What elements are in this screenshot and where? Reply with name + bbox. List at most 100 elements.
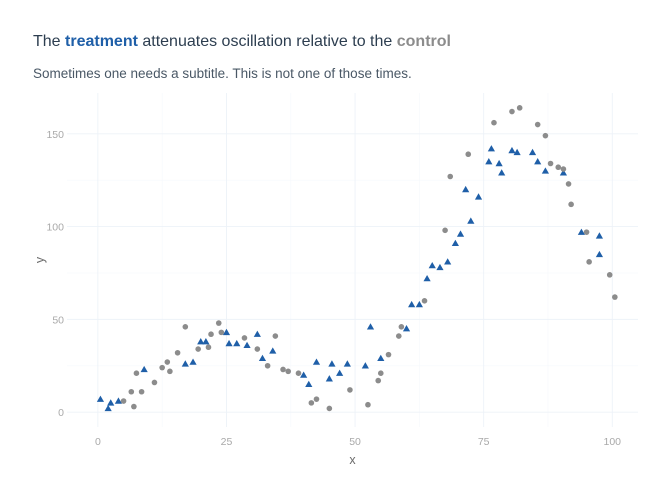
treatment-point (402, 325, 411, 332)
y-axis-label: y (33, 256, 47, 263)
control-point (583, 229, 590, 235)
title-middle: attenuates oscillation relative to the (137, 33, 397, 50)
y-tick-label: 0 (58, 407, 64, 419)
treatment-point (428, 261, 436, 269)
treatment-point (408, 300, 416, 308)
x-tick-label: 0 (95, 436, 101, 448)
control-point (606, 272, 613, 278)
treatment-point (462, 185, 470, 193)
x-axis-label: x (349, 453, 356, 467)
treatment-point (474, 193, 483, 200)
treatment-point (181, 360, 189, 367)
control-point (215, 320, 222, 326)
treatment-point (328, 360, 336, 367)
control-point (398, 324, 405, 330)
treatment-point (361, 362, 369, 369)
treatment-point (269, 347, 277, 354)
treatment-point (528, 148, 537, 156)
control-point (442, 227, 448, 234)
control-point (264, 362, 271, 369)
treatment-point (336, 369, 344, 376)
treatment-point (258, 354, 267, 362)
treatment-point (451, 239, 459, 246)
treatment-point (107, 399, 115, 406)
treatment-point (189, 358, 197, 365)
data-points (96, 105, 618, 412)
control-point (133, 370, 140, 376)
control-point (120, 398, 127, 404)
treatment-point (225, 339, 233, 347)
treatment-point (140, 365, 148, 373)
treatment-point (436, 263, 444, 271)
treatment-point (423, 274, 431, 282)
control-point (568, 201, 574, 208)
control-point (565, 181, 572, 187)
treatment-point (343, 360, 351, 367)
title-prefix: The (33, 33, 66, 50)
control-point (586, 259, 592, 265)
treatment-point (485, 158, 493, 165)
control-point (208, 331, 214, 338)
control-point (313, 396, 320, 402)
treatment-point (456, 230, 465, 237)
treatment-point (325, 375, 333, 382)
chart-title: The treatment attenuates oscillation rel… (33, 33, 451, 51)
control-point (509, 108, 515, 115)
treatment-point (577, 228, 586, 235)
x-tick-label: 50 (349, 436, 361, 448)
treatment-point (541, 167, 550, 174)
control-point (295, 370, 302, 376)
treatment-point (243, 341, 251, 349)
control-point (612, 294, 618, 300)
control-point (174, 349, 181, 356)
y-tick-label: 100 (46, 222, 64, 234)
title-treatment-word: treatment (65, 33, 138, 50)
treatment-point (96, 395, 105, 402)
treatment-point (253, 330, 261, 337)
axis-ticks: 0 25 50 75 100 0 50 100 150 (46, 129, 621, 448)
treatment-point (233, 339, 241, 347)
control-point (285, 368, 291, 375)
x-tick-label: 100 (604, 436, 622, 448)
treatment-point (305, 380, 313, 388)
series-treatment (96, 145, 604, 412)
treatment-point (114, 397, 123, 404)
control-point (326, 405, 333, 412)
treatment-point (487, 145, 495, 152)
title-control-word: control (396, 33, 451, 50)
treatment-point (595, 250, 604, 258)
x-tick-label: 25 (221, 436, 233, 448)
treatment-point (595, 232, 604, 239)
treatment-point (300, 371, 308, 378)
control-point (375, 377, 382, 384)
y-tick-label: 50 (52, 314, 64, 326)
treatment-point (415, 300, 423, 308)
control-point (164, 359, 171, 365)
treatment-point (513, 148, 521, 156)
chart-subtitle: Sometimes one needs a subtitle. This is … (33, 66, 412, 81)
series-control (120, 105, 618, 412)
control-point (385, 351, 392, 358)
treatment-point (534, 158, 542, 165)
control-point (272, 333, 279, 339)
control-point (421, 298, 428, 304)
control-point (218, 329, 225, 336)
control-point (377, 370, 384, 376)
control-point (241, 335, 248, 341)
control-point (365, 401, 371, 408)
control-point (128, 388, 135, 395)
treatment-point (377, 354, 385, 362)
control-point (542, 132, 549, 139)
treatment-point (498, 169, 506, 176)
control-point (534, 121, 541, 128)
treatment-point (104, 404, 112, 412)
control-point (151, 379, 158, 386)
control-point (547, 160, 554, 167)
treatment-point (366, 323, 375, 330)
control-point (516, 105, 523, 111)
treatment-point (197, 338, 205, 345)
control-point (182, 324, 189, 330)
control-point (308, 400, 315, 406)
control-point (347, 387, 353, 393)
